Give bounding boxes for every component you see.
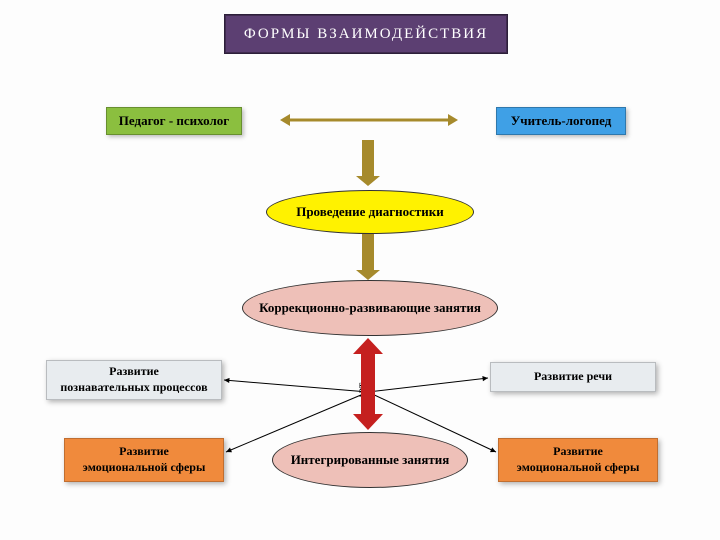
ellipse-integrated-label: Интегрированные занятия — [291, 452, 450, 468]
card-cognitive: Развитие познавательных процессов — [46, 360, 222, 400]
role-left-label: Педагог - психолог — [119, 113, 229, 129]
card-emotional-right: Развитие эмоциональной сферы — [498, 438, 658, 482]
role-right-box: Учитель-логопед — [496, 107, 626, 135]
card-speech-l1: Развитие речи — [534, 369, 612, 385]
ellipse-diagnostics: Проведение диагностики — [266, 190, 474, 234]
art-therapy-l2: ТЕРАПИЯ — [367, 372, 376, 410]
role-left-box: Педагог - психолог — [106, 107, 242, 135]
title-banner: ФОРМЫ ВЗАИМОДЕЙСТВИЯ — [224, 14, 508, 54]
card-emoR-l1: Развитие — [553, 444, 603, 460]
card-emoR-l2: эмоциональной сферы — [517, 460, 640, 476]
card-emotional-left: Развитие эмоциональной сферы — [64, 438, 224, 482]
card-speech: Развитие речи — [490, 362, 656, 392]
card-emoL-l2: эмоциональной сферы — [83, 460, 206, 476]
card-cognitive-l2: познавательных процессов — [60, 380, 207, 396]
art-therapy-label: АРТ ТЕРАПИЯ — [359, 361, 377, 421]
ellipse-correctional-label: Коррекционно-развивающие занятия — [259, 300, 481, 316]
ellipse-correctional: Коррекционно-развивающие занятия — [242, 280, 498, 336]
card-cognitive-l1: Развитие — [109, 364, 159, 380]
title-text: ФОРМЫ ВЗАИМОДЕЙСТВИЯ — [244, 26, 488, 43]
art-therapy-l1: АРТ — [358, 383, 367, 399]
ellipse-diagnostics-label: Проведение диагностики — [296, 204, 444, 220]
role-right-label: Учитель-логопед — [511, 113, 612, 129]
ellipse-integrated: Интегрированные занятия — [272, 432, 468, 488]
card-emoL-l1: Развитие — [119, 444, 169, 460]
